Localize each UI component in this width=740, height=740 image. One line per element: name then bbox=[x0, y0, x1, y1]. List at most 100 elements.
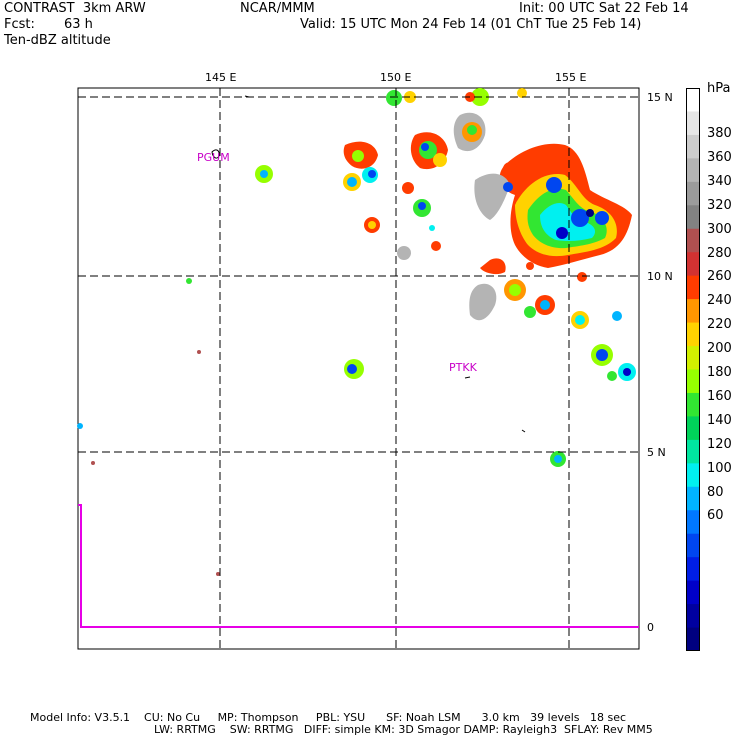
core bbox=[556, 227, 568, 239]
cell-core bbox=[554, 455, 562, 463]
cell bbox=[429, 225, 435, 231]
model-title: CONTRAST 3km ARW bbox=[4, 1, 146, 16]
colorbar-swatch bbox=[686, 228, 700, 253]
colorbar-label: 380 bbox=[707, 126, 732, 141]
anvil-gray bbox=[397, 246, 411, 260]
core bbox=[586, 209, 594, 217]
colorbar-swatch bbox=[686, 369, 700, 394]
core bbox=[595, 211, 609, 225]
colorbar-swatch bbox=[686, 416, 700, 441]
anvil-gray bbox=[469, 283, 497, 321]
cell bbox=[433, 153, 447, 167]
cell bbox=[503, 182, 513, 192]
colorbar-swatch bbox=[686, 275, 700, 300]
cell-core bbox=[575, 315, 585, 325]
island bbox=[521, 429, 526, 433]
core bbox=[571, 209, 589, 227]
island bbox=[244, 95, 250, 98]
colorbar-swatch bbox=[686, 486, 700, 511]
cell bbox=[402, 182, 414, 194]
colorbar-swatch bbox=[686, 392, 700, 417]
cell bbox=[480, 258, 506, 275]
cell bbox=[607, 371, 617, 381]
colorbar-swatch bbox=[686, 134, 700, 159]
domain-boundary bbox=[78, 504, 639, 628]
cell bbox=[577, 272, 587, 282]
storm-system-main-cyan bbox=[540, 203, 596, 242]
colorbar-label: 220 bbox=[707, 317, 732, 333]
init-time: Init: 00 UTC Sat 22 Feb 14 bbox=[519, 1, 689, 16]
cell-core bbox=[509, 284, 521, 296]
cell-core bbox=[347, 364, 357, 374]
forecast-value: 63 h bbox=[64, 17, 93, 32]
cell bbox=[216, 572, 220, 576]
lon-label: 150 E bbox=[380, 71, 412, 84]
cell bbox=[503, 162, 517, 176]
organization: NCAR/MMM bbox=[240, 1, 315, 16]
colorbar-swatch bbox=[686, 533, 700, 558]
core bbox=[546, 177, 562, 193]
island-chuuk bbox=[464, 376, 471, 379]
cell bbox=[91, 461, 95, 465]
colorbar-swatch bbox=[686, 604, 700, 629]
anvil-gray bbox=[474, 173, 510, 220]
colorbar-swatch bbox=[686, 111, 700, 136]
cell bbox=[612, 311, 622, 321]
valid-time: Valid: 15 UTC Mon 24 Feb 14 (01 ChT Tue … bbox=[300, 17, 642, 32]
cell bbox=[197, 350, 201, 354]
cell-core bbox=[540, 300, 550, 310]
colorbar-label: 360 bbox=[707, 149, 732, 165]
cell bbox=[516, 200, 524, 208]
grid-lines bbox=[78, 88, 639, 649]
forecast-label: Fcst: bbox=[4, 17, 35, 32]
cell-core bbox=[368, 221, 376, 229]
colorbar bbox=[686, 88, 700, 651]
colorbar-swatch bbox=[686, 252, 700, 277]
radar-echoes bbox=[77, 88, 636, 576]
map-canvas bbox=[77, 87, 640, 650]
colorbar-label: 280 bbox=[707, 245, 732, 261]
cell-core bbox=[352, 150, 364, 162]
colorbar-swatch bbox=[686, 346, 700, 370]
colorbar-label: 60 bbox=[707, 508, 724, 524]
cell-core bbox=[418, 202, 426, 210]
colorbar-label: 340 bbox=[707, 173, 732, 189]
colorbar-swatch bbox=[686, 158, 700, 183]
colorbar-swatch bbox=[686, 181, 700, 206]
cell-core bbox=[260, 170, 268, 178]
colorbar-label: 200 bbox=[707, 341, 732, 357]
colorbar-label: 120 bbox=[707, 436, 732, 452]
lat-label: 10 N bbox=[647, 270, 673, 283]
colorbar-swatch bbox=[686, 557, 700, 582]
cell-core bbox=[421, 143, 429, 151]
colorbar-swatch bbox=[686, 627, 700, 651]
station-label: PTKK bbox=[449, 361, 477, 374]
cell bbox=[431, 241, 441, 251]
model-info-line2: LW: RRTMG SW: RRTMG DIFF: simple KM: 3D … bbox=[154, 723, 653, 736]
cell-core bbox=[623, 368, 631, 376]
colorbar-label: 100 bbox=[707, 460, 732, 476]
lat-label: 15 N bbox=[647, 91, 673, 104]
cell bbox=[524, 306, 536, 318]
colorbar-label: 180 bbox=[707, 365, 732, 380]
colorbar-label: 260 bbox=[707, 269, 732, 285]
colorbar-frame bbox=[686, 88, 700, 651]
colorbar-label: 160 bbox=[707, 388, 732, 404]
cell-core bbox=[368, 170, 376, 178]
colorbar-swatch bbox=[686, 580, 700, 605]
field-name: Ten-dBZ altitude bbox=[4, 33, 111, 48]
lat-label: 5 N bbox=[647, 446, 666, 459]
colorbar-label: 80 bbox=[707, 484, 724, 500]
cell-core bbox=[596, 349, 608, 361]
colorbar-swatch bbox=[686, 510, 700, 535]
colorbar-swatch bbox=[686, 88, 700, 112]
colorbar-swatch bbox=[686, 322, 700, 347]
model-info-line1: Model Info: V3.5.1 CU: No Cu MP: Thompso… bbox=[30, 711, 627, 724]
cell bbox=[526, 262, 534, 270]
station-label: PGUM bbox=[197, 151, 230, 164]
colorbar-swatch bbox=[686, 205, 700, 230]
lon-label: 155 E bbox=[555, 71, 587, 84]
lat-label: 0 bbox=[647, 621, 654, 634]
cell-core bbox=[467, 125, 477, 135]
colorbar-label: 300 bbox=[707, 221, 732, 237]
